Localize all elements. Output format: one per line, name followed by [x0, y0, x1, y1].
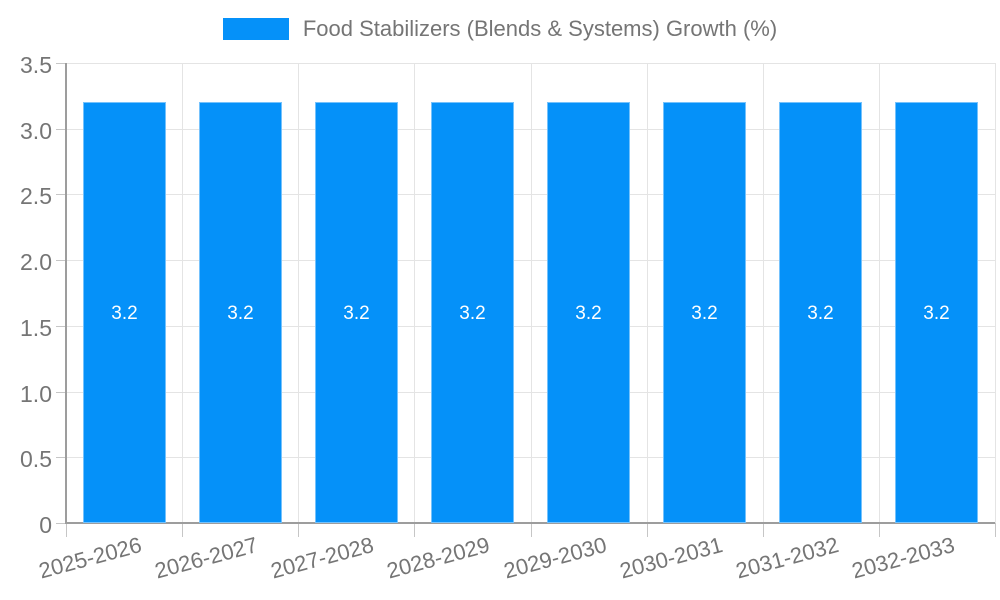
- y-axis-tick: [56, 129, 66, 130]
- legend-swatch: [222, 18, 289, 40]
- y-gridline: [66, 392, 995, 393]
- x-axis-tick: [298, 523, 299, 537]
- bar[interactable]: [547, 102, 630, 523]
- y-gridline: [66, 260, 995, 261]
- x-gridline: [298, 63, 299, 523]
- y-axis-label: 0: [39, 512, 52, 538]
- x-gridline: [995, 63, 996, 523]
- y-axis-tick: [56, 326, 66, 327]
- y-axis-tick: [56, 63, 66, 64]
- x-axis-tick: [879, 523, 880, 537]
- y-axis-label: 1.5: [20, 315, 52, 341]
- x-axis-tick: [763, 523, 764, 537]
- y-axis-label: 0.5: [20, 446, 52, 472]
- bar[interactable]: [315, 102, 398, 523]
- bar[interactable]: [663, 102, 746, 523]
- x-axis-tick: [414, 523, 415, 537]
- bar[interactable]: [895, 102, 978, 523]
- y-axis-label: 3.5: [20, 52, 52, 78]
- y-axis-label: 2.5: [20, 183, 52, 209]
- bar[interactable]: [431, 102, 514, 523]
- legend-label: Food Stabilizers (Blends & Systems) Grow…: [302, 16, 778, 41]
- x-axis-tick: [66, 523, 67, 537]
- x-gridline: [531, 63, 532, 523]
- bar[interactable]: [83, 102, 166, 523]
- x-axis-tick: [647, 523, 648, 537]
- x-axis-tick: [995, 523, 996, 537]
- x-axis-line: [66, 522, 995, 524]
- y-gridline: [66, 457, 995, 458]
- chart-legend: Food Stabilizers (Blends & Systems) Grow…: [0, 16, 1000, 42]
- y-gridline: [66, 129, 995, 130]
- y-axis-label: 3.0: [20, 118, 52, 144]
- y-axis-tick: [56, 392, 66, 393]
- legend-item[interactable]: Food Stabilizers (Blends & Systems) Grow…: [222, 16, 778, 42]
- bar[interactable]: [199, 102, 282, 523]
- x-gridline: [647, 63, 648, 523]
- x-gridline: [414, 63, 415, 523]
- y-axis-tick: [56, 194, 66, 195]
- y-axis-label: 1.0: [20, 381, 52, 407]
- y-axis-tick: [56, 523, 66, 524]
- x-gridline: [182, 63, 183, 523]
- x-gridline: [879, 63, 880, 523]
- y-gridline: [66, 63, 995, 64]
- x-axis-tick: [182, 523, 183, 537]
- bar[interactable]: [779, 102, 862, 523]
- y-gridline: [66, 326, 995, 327]
- x-gridline: [763, 63, 764, 523]
- y-axis-tick: [56, 260, 66, 261]
- y-axis-tick: [56, 457, 66, 458]
- y-axis-label: 2.0: [20, 249, 52, 275]
- y-gridline: [66, 194, 995, 195]
- x-axis-tick: [531, 523, 532, 537]
- y-axis-line: [65, 63, 67, 524]
